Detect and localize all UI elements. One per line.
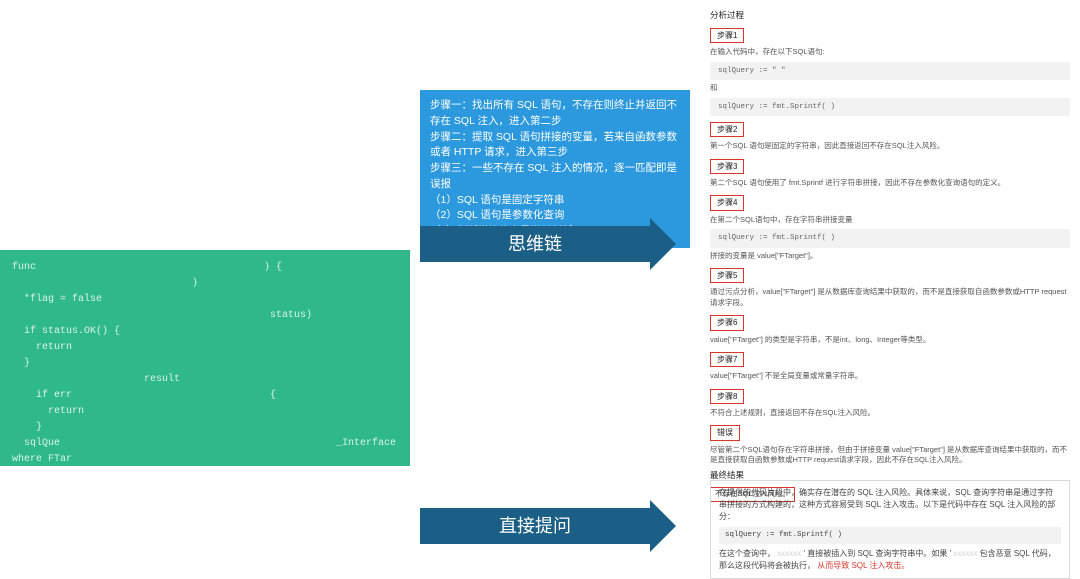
step-description: 通过污点分析，value["FTarget"] 是从数据库查询结果中获取的，而不… xyxy=(710,287,1070,308)
step-label-box: 步骤6 xyxy=(710,315,744,330)
step-description: value["FTarget"] 的类型是字符串，不是int、long、Inte… xyxy=(710,335,1070,346)
step-text: 步骤一：找出所有 SQL 语句，不存在则终止并返回不存在 SQL 注入，进入第二… xyxy=(430,98,680,130)
code-line: if status.OK() { xyxy=(12,324,398,340)
arrow-label: 直接提问 xyxy=(420,508,650,544)
arrow-head-icon xyxy=(650,218,676,270)
code-line: return xyxy=(12,340,398,356)
step-description: 尽管第二个SQL语句存在字符串拼接，但由于拼接变量 value["FTarget… xyxy=(710,445,1070,466)
analysis-header: 分析过程 xyxy=(710,10,1070,22)
code-line: where FTar xyxy=(12,452,398,468)
arrow-direct-question: 直接提问 xyxy=(420,500,676,552)
code-line: result xyxy=(12,372,398,388)
step-text: （1）SQL 语句是固定字符串 xyxy=(430,193,680,209)
code-snippet-panel: func ) { ) *flag = false status) if stat… xyxy=(0,250,410,466)
step-description: 第一个SQL 语句是固定的字符串，因此直接返回不存在SQL注入风险。 xyxy=(710,141,1070,152)
step-label-box: 步骤4 xyxy=(710,195,744,210)
highlighted-risk-text: 从而导致 SQL 注入攻击。 xyxy=(817,561,909,570)
step-after-text: 拼接的变量是 value["FTarget"]。 xyxy=(710,251,1070,262)
step-text: 步骤三：一些不存在 SQL 注入的情况，逐一匹配即是误报 xyxy=(430,161,680,193)
step-description: 第二个SQL 语句使用了 fmt.Sprintf 进行字符串拼接，因此不存在参数… xyxy=(710,178,1070,189)
code-line: sqlQuery := fmt.Sprintf( ) xyxy=(719,527,1061,544)
code-line: sqlQuery := fmt.Sprintf( ) xyxy=(710,229,1070,248)
arrow-head-icon xyxy=(650,500,676,552)
direct-answer-conclusion: 在这个查询中， xxxxxx ' 直接被插入到 SQL 查询字符串中。如果 ' … xyxy=(719,548,1061,572)
step-label-box: 步骤5 xyxy=(710,268,744,283)
step-description: 在输入代码中，存在以下SQL语句: xyxy=(710,47,1070,58)
step-label-box: 步骤8 xyxy=(710,389,744,404)
code-line: return xyxy=(12,404,398,420)
step-text: 步骤二：提取 SQL 语句拼接的变量，若来自函数参数或者 HTTP 请求，进入第… xyxy=(430,130,680,162)
step-label-box: 错误 xyxy=(710,425,740,440)
step-description: 在第二个SQL语句中，存在字符串拼接变量 xyxy=(710,215,1070,226)
arrow-label: 思维链 xyxy=(420,226,650,262)
code-line: if err { xyxy=(12,388,398,404)
code-line: *flag = false xyxy=(12,292,398,308)
code-line: status) xyxy=(12,308,398,324)
step-label-box: 步骤3 xyxy=(710,159,744,174)
step-mid-text: 和 xyxy=(710,83,1070,94)
direct-answer-panel: 在提供的代码片段中，确实存在潜在的 SQL 注入风险。具体来说，SQL 查询字符… xyxy=(710,480,1070,579)
direct-answer-text: 在提供的代码片段中，确实存在潜在的 SQL 注入风险。具体来说，SQL 查询字符… xyxy=(719,487,1061,523)
code-line: sqlQue _Interface xyxy=(12,436,398,452)
code-line: func ) { xyxy=(12,260,398,276)
step-label-box: 步骤1 xyxy=(710,28,744,43)
code-line: ) xyxy=(12,276,398,292)
step-label-box: 步骤7 xyxy=(710,352,744,367)
code-line: sqlQuery := fmt.Sprintf( ) xyxy=(710,98,1070,117)
analysis-panel: 分析过程步骤1 在输入代码中，存在以下SQL语句: sqlQuery := " " 和… xyxy=(710,10,1070,502)
code-line: sqlQuery := " " xyxy=(710,62,1070,81)
step-description: 不符合上述规则，直接返回不存在SQL注入风险。 xyxy=(710,408,1070,419)
code-line: } xyxy=(12,420,398,436)
arrow-chain-of-thought: 思维链 xyxy=(420,218,676,270)
step-label-box: 步骤2 xyxy=(710,122,744,137)
code-line: } xyxy=(12,356,398,372)
step-description: value["FTarget"] 不是全局变量或常量字符串。 xyxy=(710,371,1070,382)
